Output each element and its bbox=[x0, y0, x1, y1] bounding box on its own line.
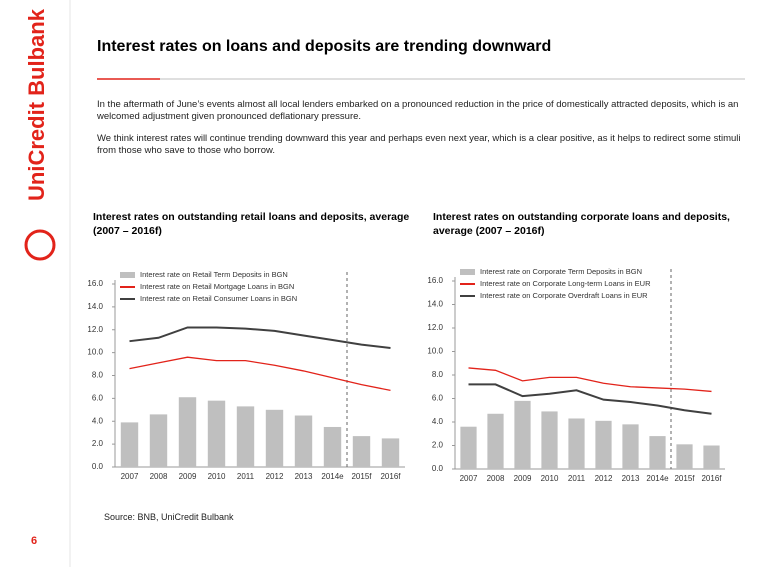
x-tick-label: 2009 bbox=[179, 472, 197, 481]
bar bbox=[149, 414, 168, 467]
legend-label: Interest rate on Retail Term Deposits in… bbox=[140, 270, 288, 279]
y-tick-label: 0.0 bbox=[432, 464, 444, 473]
x-tick-label: 2010 bbox=[208, 472, 226, 481]
bar bbox=[622, 424, 639, 469]
y-tick-label: 2.0 bbox=[432, 441, 444, 450]
y-tick-label: 14.0 bbox=[427, 300, 443, 309]
bar bbox=[460, 426, 477, 469]
y-tick-label: 10.0 bbox=[427, 347, 443, 356]
x-tick-label: 2008 bbox=[487, 474, 505, 483]
bar bbox=[541, 411, 558, 469]
chart-title: Interest rates on outstanding retail loa… bbox=[93, 211, 410, 237]
bar bbox=[120, 422, 139, 467]
x-tick-label: 2013 bbox=[622, 474, 640, 483]
bar bbox=[236, 406, 255, 467]
bar bbox=[207, 400, 226, 467]
x-tick-label: 2014e bbox=[646, 474, 669, 483]
bar bbox=[487, 413, 504, 469]
slide-title: Interest rates on loans and deposits are… bbox=[97, 38, 552, 55]
legend-swatch bbox=[460, 269, 475, 275]
bar bbox=[352, 436, 371, 467]
bar bbox=[568, 418, 585, 469]
x-tick-label: 2012 bbox=[595, 474, 613, 483]
legend-label: Interest rate on Corporate Long-term Loa… bbox=[480, 279, 651, 288]
bar bbox=[514, 400, 531, 469]
bar bbox=[178, 397, 197, 467]
bar bbox=[676, 444, 693, 469]
x-tick-label: 2007 bbox=[121, 472, 139, 481]
x-tick-label: 2008 bbox=[150, 472, 168, 481]
bar bbox=[294, 415, 313, 467]
x-tick-label: 2011 bbox=[568, 474, 586, 483]
y-tick-label: 0.0 bbox=[92, 462, 104, 471]
y-tick-label: 4.0 bbox=[92, 416, 104, 425]
legend-label: Interest rate on Corporate Overdraft Loa… bbox=[480, 291, 648, 300]
line bbox=[129, 326, 391, 350]
line bbox=[129, 356, 391, 392]
y-tick-label: 10.0 bbox=[87, 348, 103, 357]
page-number: 6 bbox=[31, 535, 37, 547]
chart-title: Interest rates on outstanding corporate … bbox=[433, 211, 730, 237]
legend-label: Interest rate on Retail Mortgage Loans i… bbox=[140, 282, 294, 291]
bar bbox=[649, 436, 666, 469]
legend-label: Interest rate on Corporate Term Deposits… bbox=[480, 267, 642, 276]
bar bbox=[381, 438, 400, 467]
bar bbox=[265, 409, 284, 467]
y-tick-label: 14.0 bbox=[87, 302, 103, 311]
y-tick-label: 12.0 bbox=[427, 323, 443, 332]
y-tick-label: 4.0 bbox=[432, 417, 444, 426]
x-tick-label: 2009 bbox=[514, 474, 532, 483]
line bbox=[468, 383, 712, 415]
brand: UniCredit Bulbank bbox=[24, 8, 49, 201]
charts: 0.0 2.0 4.0 6.0 8.0 10.0 12.0 14.0 16.0 2007 2008 2… bbox=[87, 267, 725, 483]
source-note: Source: BNB, UniCredit Bulbank bbox=[104, 512, 234, 522]
bar bbox=[595, 420, 612, 469]
y-tick-label: 16.0 bbox=[427, 276, 443, 285]
x-tick-label: 2012 bbox=[266, 472, 284, 481]
bar bbox=[703, 445, 720, 469]
y-tick-label: 8.0 bbox=[432, 370, 444, 379]
x-tick-label: 2013 bbox=[295, 472, 313, 481]
y-tick-label: 6.0 bbox=[92, 393, 104, 402]
x-tick-label: 2016f bbox=[701, 474, 722, 483]
x-tick-label: 2011 bbox=[237, 472, 255, 481]
y-tick-label: 6.0 bbox=[432, 394, 444, 403]
y-tick-label: 8.0 bbox=[92, 371, 104, 380]
paragraph: In the aftermath of June’s events almost… bbox=[97, 99, 739, 122]
legend-swatch bbox=[120, 272, 135, 278]
line bbox=[468, 367, 712, 393]
x-tick-label: 2014e bbox=[321, 472, 344, 481]
anniversary-logo bbox=[24, 229, 56, 261]
x-tick-label: 2016f bbox=[380, 472, 401, 481]
bar bbox=[323, 426, 342, 467]
x-tick-label: 2015f bbox=[674, 474, 695, 483]
paragraph: We think interest rates will continue tr… bbox=[97, 133, 741, 156]
y-tick-label: 12.0 bbox=[87, 325, 103, 334]
legend-label: Interest rate on Retail Consumer Loans i… bbox=[140, 294, 297, 303]
x-tick-label: 2007 bbox=[460, 474, 478, 483]
y-tick-label: 2.0 bbox=[92, 439, 104, 448]
y-tick-label: 16.0 bbox=[87, 279, 103, 288]
x-tick-label: 2015f bbox=[351, 472, 372, 481]
x-tick-label: 2010 bbox=[541, 474, 559, 483]
